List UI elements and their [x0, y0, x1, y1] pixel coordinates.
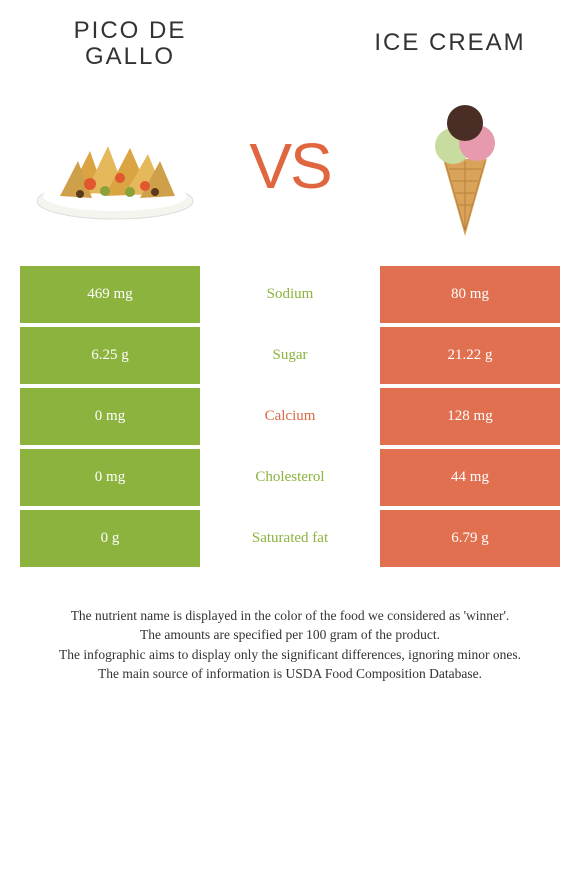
footer-line-4: The main source of information is USDA F… — [20, 664, 560, 684]
nutrient-row: 0 mgCalcium128 mg — [20, 388, 560, 445]
value-left: 469 mg — [20, 266, 200, 323]
value-left: 6.25 g — [20, 327, 200, 384]
value-left: 0 g — [20, 510, 200, 567]
title-left: PICO DE GALLO — [30, 18, 230, 71]
pico-de-gallo-image — [30, 96, 200, 236]
value-right: 44 mg — [380, 449, 560, 506]
value-right: 6.79 g — [380, 510, 560, 567]
value-left: 0 mg — [20, 388, 200, 445]
ice-cream-image — [380, 96, 550, 236]
footer-line-1: The nutrient name is displayed in the co… — [20, 606, 560, 626]
nutrient-row: 0 gSaturated fat6.79 g — [20, 510, 560, 567]
value-right: 80 mg — [380, 266, 560, 323]
nutrient-label: Saturated fat — [200, 510, 380, 567]
nachos-icon — [30, 106, 200, 226]
value-left: 0 mg — [20, 449, 200, 506]
footer-notes: The nutrient name is displayed in the co… — [0, 571, 580, 684]
footer-line-2: The amounts are specified per 100 gram o… — [20, 625, 560, 645]
nutrient-row: 469 mgSodium80 mg — [20, 266, 560, 323]
title-right: ICE CREAM — [350, 18, 550, 71]
nutrient-row: 0 mgCholesterol44 mg — [20, 449, 560, 506]
vs-label: VS — [249, 129, 330, 203]
nutrient-table: 469 mgSodium80 mg6.25 gSugar21.22 g0 mgC… — [20, 266, 560, 567]
nutrient-label: Cholesterol — [200, 449, 380, 506]
nutrient-label: Sugar — [200, 327, 380, 384]
images-row: VS — [0, 71, 580, 266]
value-right: 128 mg — [380, 388, 560, 445]
footer-line-3: The infographic aims to display only the… — [20, 645, 560, 665]
value-right: 21.22 g — [380, 327, 560, 384]
nutrient-label: Calcium — [200, 388, 380, 445]
nutrient-label: Sodium — [200, 266, 380, 323]
nutrient-row: 6.25 gSugar21.22 g — [20, 327, 560, 384]
ice-cream-icon — [415, 91, 515, 241]
